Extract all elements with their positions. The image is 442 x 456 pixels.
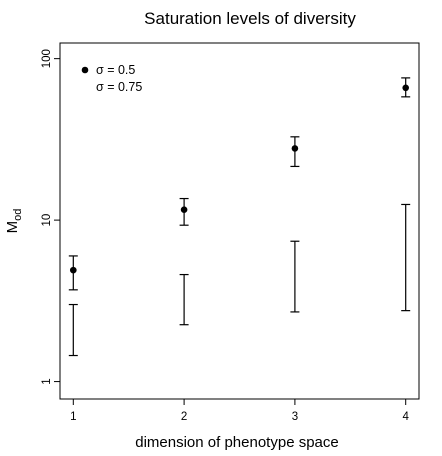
y-axis: 1 10 100 [41, 49, 60, 385]
x-tick-label: 1 [70, 411, 76, 423]
x-axis-label: dimension of phenotype space [135, 434, 338, 451]
data-point [402, 84, 410, 92]
x-tick-label: 2 [181, 411, 187, 423]
y-axis-label-main: M [4, 221, 21, 234]
data-point [180, 206, 188, 214]
legend-label: σ = 0.5 [96, 63, 135, 77]
y-axis-label-subscript: od [12, 209, 24, 221]
x-tick-label: 4 [403, 411, 410, 423]
legend: σ = 0.5 σ = 0.75 [81, 63, 142, 94]
series-1 [68, 77, 411, 291]
data-point [69, 266, 77, 274]
legend-label: σ = 0.75 [96, 80, 142, 94]
series-layer [68, 77, 411, 357]
y-tick-label: 10 [41, 214, 53, 227]
legend-marker [81, 66, 89, 74]
plot-frame [59, 42, 420, 400]
x-axis: 1 2 3 4 [70, 399, 410, 423]
y-axis-label: Mod [4, 209, 24, 234]
y-tick-label: 1 [41, 378, 53, 384]
y-tick-label: 100 [41, 49, 53, 68]
data-point [291, 145, 299, 152]
x-tick-label: 3 [292, 411, 298, 423]
series-2 [68, 203, 411, 357]
chart-title: Saturation levels of diversity [144, 9, 356, 28]
